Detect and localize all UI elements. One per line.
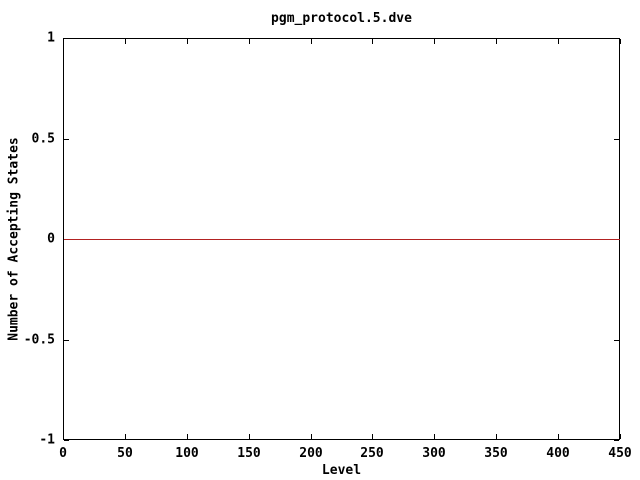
- y-tick-right: [614, 139, 619, 140]
- x-tick-top: [558, 39, 559, 44]
- x-tick-top: [434, 39, 435, 44]
- chart-title: pgm_protocol.5.dve: [271, 11, 412, 26]
- x-tick-top: [311, 39, 312, 44]
- x-tick-top: [372, 39, 373, 44]
- y-tick-label: 0: [47, 231, 55, 247]
- x-tick-top: [496, 39, 497, 44]
- x-tick-label: 100: [175, 446, 199, 461]
- x-tick-top: [125, 39, 126, 44]
- x-tick-bottom: [372, 434, 373, 439]
- y-tick-label: 0.5: [31, 131, 55, 147]
- x-tick-bottom: [187, 434, 188, 439]
- x-tick-bottom: [434, 434, 435, 439]
- y-tick-label: -1: [39, 432, 55, 448]
- x-tick-bottom: [558, 434, 559, 439]
- x-tick-label: 400: [546, 446, 570, 461]
- y-tick-label: -0.5: [23, 332, 55, 348]
- x-tick-top: [620, 39, 621, 44]
- x-tick-bottom: [496, 434, 497, 439]
- x-tick-label: 0: [59, 446, 67, 461]
- x-tick-top: [63, 39, 64, 44]
- x-tick-label: 250: [360, 446, 384, 461]
- y-tick-left: [64, 340, 69, 341]
- x-axis-title: Level: [321, 463, 362, 478]
- x-tick-bottom: [249, 434, 250, 439]
- y-tick-label: 1: [47, 30, 55, 46]
- x-tick-top: [187, 39, 188, 44]
- y-axis-title: Number of Accepting States: [6, 137, 22, 341]
- x-tick-label: 150: [237, 446, 261, 461]
- x-tick-bottom: [620, 434, 621, 439]
- y-tick-right: [614, 440, 619, 441]
- y-tick-right: [614, 38, 619, 39]
- x-tick-label: 50: [117, 446, 133, 461]
- y-tick-left: [64, 440, 69, 441]
- y-tick-right: [614, 340, 619, 341]
- x-tick-bottom: [125, 434, 126, 439]
- x-tick-label: 450: [608, 446, 632, 461]
- y-tick-left: [64, 38, 69, 39]
- y-tick-left: [64, 139, 69, 140]
- x-tick-top: [249, 39, 250, 44]
- x-tick-bottom: [311, 434, 312, 439]
- x-tick-label: 300: [422, 446, 446, 461]
- x-tick-bottom: [63, 434, 64, 439]
- x-tick-label: 200: [299, 446, 323, 461]
- x-tick-label: 350: [484, 446, 508, 461]
- series-line-accepting-states: [64, 239, 620, 240]
